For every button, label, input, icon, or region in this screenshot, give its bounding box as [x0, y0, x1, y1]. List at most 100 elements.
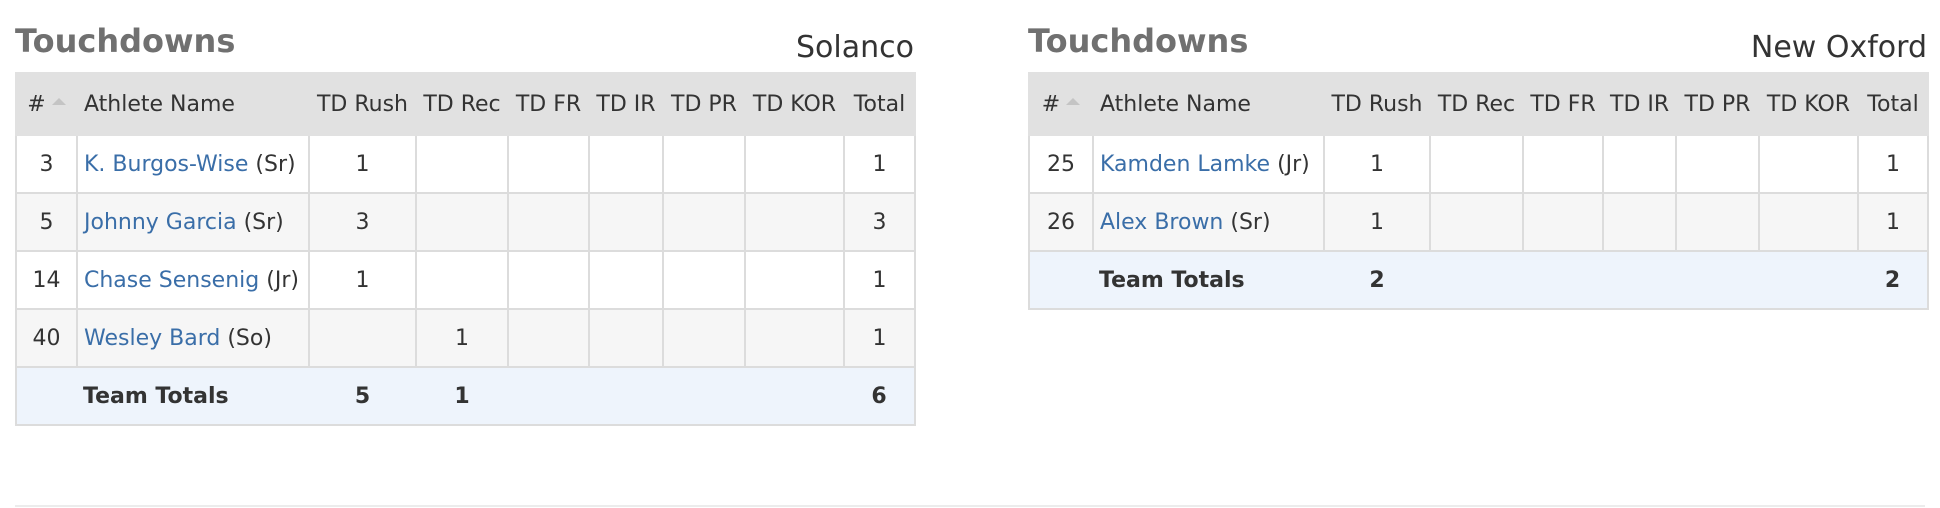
team-name: Solanco: [796, 30, 914, 65]
td-rush: 1: [308, 134, 417, 194]
panel-title: Touchdowns: [1028, 22, 1249, 60]
total-td-fr: [1523, 250, 1603, 310]
column-header-number[interactable]: #: [15, 72, 78, 136]
td-rec: [1429, 192, 1524, 252]
td-rec: [415, 192, 509, 252]
td-rec: [415, 134, 509, 194]
td-rec: 1: [415, 308, 509, 368]
td-pr: [1675, 192, 1760, 252]
athlete-name-cell: K. Burgos-Wise (Sr): [76, 134, 310, 194]
athlete-name-cell: Chase Sensenig (Jr): [76, 250, 310, 310]
jersey-number: 5: [15, 192, 78, 252]
column-header-td-ir[interactable]: TD IR: [1602, 72, 1677, 136]
column-header-td-ir[interactable]: TD IR: [588, 72, 664, 136]
athlete-link[interactable]: Alex Brown: [1100, 209, 1224, 235]
athlete-link[interactable]: Kamden Lamke: [1100, 151, 1271, 177]
sort-caret-up-icon: [1066, 98, 1081, 105]
td-ir: [588, 308, 664, 368]
column-header-td-rush[interactable]: TD Rush: [308, 72, 417, 136]
total-td-kor: [1759, 250, 1858, 310]
jersey-number: 40: [15, 308, 78, 368]
td-ir: [1602, 134, 1677, 194]
jersey-number: 25: [1028, 134, 1094, 194]
touchdowns-table: # Athlete Name TD Rush TD Rec TD FR TD I…: [15, 72, 916, 426]
athlete-link[interactable]: K. Burgos-Wise: [84, 151, 249, 177]
team-totals-label: Team Totals: [1093, 250, 1324, 310]
column-header-td-fr[interactable]: TD FR: [507, 72, 590, 136]
column-header-athlete-name[interactable]: Athlete Name: [76, 72, 310, 136]
total-td-pr: [663, 366, 745, 426]
athlete-link[interactable]: Johnny Garcia: [84, 209, 237, 235]
column-header-td-rec[interactable]: TD Rec: [415, 72, 509, 136]
td-rush: 1: [1323, 192, 1431, 252]
column-header-number[interactable]: #: [1028, 72, 1094, 136]
td-rush: 1: [308, 250, 417, 310]
total-td-rec: 1: [416, 366, 508, 426]
column-header-td-fr[interactable]: TD FR: [1522, 72, 1604, 136]
total-td-total: 2: [1858, 250, 1929, 310]
sort-caret-up-icon: [51, 98, 66, 105]
td-pr: [662, 250, 746, 310]
athlete-class: (So): [227, 325, 272, 351]
td-fr: [507, 192, 590, 252]
column-header-td-pr[interactable]: TD PR: [1675, 72, 1760, 136]
column-header-td-rush[interactable]: TD Rush: [1323, 72, 1431, 136]
td-kor: [744, 308, 845, 368]
table-row: 3 K. Burgos-Wise (Sr) 1 1: [15, 134, 916, 194]
touchdowns-table: # Athlete Name TD Rush TD Rec TD FR TD I…: [1028, 72, 1929, 310]
total-td-kor: [745, 366, 844, 426]
column-header-total[interactable]: Total: [1857, 72, 1929, 136]
td-fr: [507, 134, 590, 194]
team-totals-label: Team Totals: [77, 366, 309, 426]
athlete-name-cell: Kamden Lamke (Jr): [1092, 134, 1325, 194]
td-fr: [507, 250, 590, 310]
athlete-link[interactable]: Wesley Bard: [84, 325, 221, 351]
td-kor: [1758, 192, 1859, 252]
td-pr: [662, 192, 746, 252]
total-td-rush: 2: [1324, 250, 1430, 310]
td-pr: [662, 308, 746, 368]
total-td-total: 6: [844, 366, 916, 426]
column-header-td-kor[interactable]: TD KOR: [1758, 72, 1859, 136]
total-td-ir: [1603, 250, 1676, 310]
td-rec: [1429, 134, 1524, 194]
column-header-athlete-name[interactable]: Athlete Name: [1092, 72, 1325, 136]
total-td-pr: [1676, 250, 1759, 310]
total-td-rush: 5: [309, 366, 416, 426]
total-td-ir: [589, 366, 663, 426]
column-header-td-rec[interactable]: TD Rec: [1429, 72, 1524, 136]
td-rush: [308, 308, 417, 368]
td-total: 3: [843, 192, 916, 252]
athlete-class: (Sr): [1230, 209, 1271, 235]
td-kor: [1758, 134, 1859, 194]
column-header-td-kor[interactable]: TD KOR: [744, 72, 845, 136]
column-header-total[interactable]: Total: [843, 72, 916, 136]
section-divider: [15, 505, 1925, 507]
td-ir: [588, 250, 664, 310]
td-pr: [1675, 134, 1760, 194]
athlete-link[interactable]: Chase Sensenig: [84, 267, 260, 293]
table-header-row: # Athlete Name TD Rush TD Rec TD FR TD I…: [15, 72, 916, 136]
athlete-name-cell: Wesley Bard (So): [76, 308, 310, 368]
touchdowns-panel-solanco: Touchdowns Solanco # Athlete Name TD Rus…: [15, 20, 916, 426]
td-kor: [744, 134, 845, 194]
td-pr: [662, 134, 746, 194]
td-total: 1: [843, 308, 916, 368]
athlete-name-cell: Johnny Garcia (Sr): [76, 192, 310, 252]
totals-spacer: [1028, 250, 1093, 310]
column-header-td-pr[interactable]: TD PR: [662, 72, 746, 136]
td-fr: [1522, 134, 1604, 194]
td-kor: [744, 192, 845, 252]
td-ir: [588, 134, 664, 194]
team-totals-row: Team Totals 5 1 6: [15, 366, 916, 426]
td-rush: 3: [308, 192, 417, 252]
td-rush: 1: [1323, 134, 1431, 194]
td-rec: [415, 250, 509, 310]
table-row: 25 Kamden Lamke (Jr) 1 1: [1028, 134, 1929, 194]
table-row: 5 Johnny Garcia (Sr) 3 3: [15, 192, 916, 252]
td-total: 1: [843, 250, 916, 310]
total-td-rec: [1430, 250, 1523, 310]
td-total: 1: [843, 134, 916, 194]
td-ir: [1602, 192, 1677, 252]
